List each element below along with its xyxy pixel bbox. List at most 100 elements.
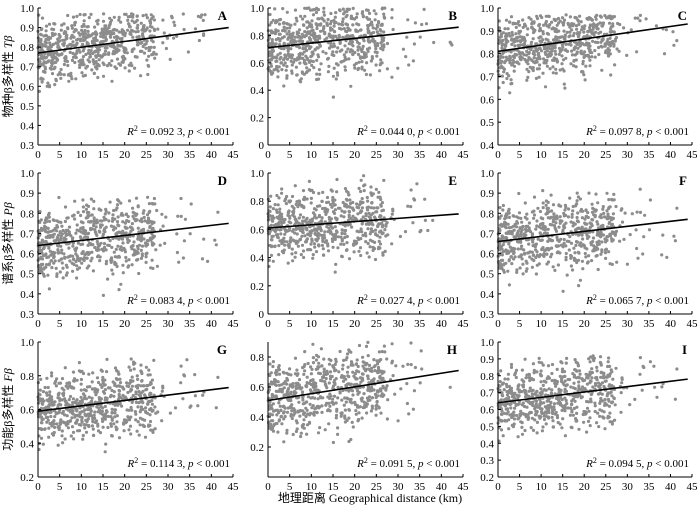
data-point: [373, 257, 378, 262]
data-point: [570, 53, 575, 57]
data-point: [46, 53, 50, 57]
data-point: [71, 370, 76, 374]
data-point: [635, 210, 639, 214]
data-point: [499, 64, 504, 68]
data-point: [289, 236, 293, 240]
data-point: [276, 233, 280, 237]
data-point: [136, 405, 140, 409]
data-point: [138, 238, 142, 242]
data-point: [182, 27, 186, 32]
data-point: [575, 215, 579, 220]
data-point: [101, 293, 105, 297]
data-point: [51, 61, 55, 65]
panel-G: 0 5 10 15 20 25 30 35 40 450.20.40.60.81.0 GR2 = 0…: [20, 337, 239, 493]
data-point: [56, 425, 60, 429]
data-point: [538, 35, 543, 39]
data-point: [328, 22, 333, 26]
data-point: [585, 34, 589, 38]
data-point: [47, 287, 52, 291]
data-point: [578, 278, 583, 282]
data-point: [391, 207, 395, 211]
data-point: [285, 32, 289, 36]
x-tick-label: 30: [163, 318, 175, 330]
data-point: [67, 398, 71, 402]
data-point: [315, 72, 319, 76]
data-point: [576, 46, 580, 50]
data-point: [113, 255, 117, 259]
x-tick-label: 10: [536, 149, 548, 161]
data-point: [216, 210, 220, 214]
data-point: [89, 12, 93, 16]
data-point: [93, 390, 97, 394]
data-point: [584, 64, 588, 68]
data-point: [535, 250, 539, 254]
data-point: [275, 210, 279, 214]
data-point: [43, 385, 47, 390]
data-point: [355, 358, 359, 362]
data-point: [338, 206, 342, 210]
data-point: [181, 12, 185, 16]
data-point: [508, 245, 512, 249]
data-point: [151, 15, 155, 19]
data-point: [119, 20, 123, 24]
data-point: [549, 52, 554, 57]
data-point: [118, 63, 123, 67]
data-point: [56, 45, 60, 49]
data-point: [66, 13, 70, 18]
data-point: [127, 199, 132, 203]
data-point: [119, 201, 123, 205]
data-point: [615, 47, 619, 51]
data-point: [398, 234, 402, 239]
data-point: [101, 419, 105, 423]
data-point: [354, 409, 358, 413]
data-point: [648, 198, 653, 202]
data-point: [573, 258, 577, 262]
data-point: [527, 221, 532, 225]
data-point: [335, 177, 339, 182]
data-point: [294, 251, 298, 255]
data-point: [375, 210, 379, 214]
data-point: [290, 56, 294, 60]
data-point: [515, 60, 519, 64]
data-point: [289, 40, 293, 45]
data-point: [140, 220, 144, 224]
data-point: [115, 38, 119, 42]
data-point: [362, 51, 366, 55]
y-tick-label: 0.6: [20, 81, 34, 93]
data-point: [574, 240, 579, 244]
data-point: [270, 238, 274, 242]
data-point: [282, 41, 286, 45]
data-point: [349, 48, 353, 52]
data-point: [110, 219, 115, 223]
data-point: [340, 239, 344, 243]
data-point: [345, 248, 349, 252]
data-point: [289, 23, 293, 27]
data-point: [155, 264, 159, 268]
y-tick-label: 0: [259, 309, 265, 321]
data-point: [511, 214, 515, 218]
data-point: [613, 63, 617, 67]
data-point: [123, 50, 127, 55]
data-point: [126, 18, 130, 22]
y-tick-label: 0.4: [20, 438, 34, 450]
x-tick-label: 15: [328, 149, 340, 161]
data-point: [339, 60, 343, 64]
data-point: [299, 253, 303, 257]
data-point: [89, 409, 93, 413]
data-point: [344, 197, 348, 201]
data-point: [340, 255, 344, 259]
data-point: [86, 407, 90, 412]
data-point: [331, 74, 335, 78]
data-point: [378, 195, 382, 199]
data-point: [599, 252, 603, 256]
regression-line-A: [37, 26, 229, 54]
data-point: [609, 73, 613, 77]
data-point: [316, 77, 321, 81]
x-tick-label: 15: [98, 318, 110, 330]
data-point: [379, 29, 383, 33]
data-point: [85, 385, 90, 389]
data-point: [546, 206, 551, 210]
data-point: [535, 224, 539, 228]
data-point: [71, 254, 75, 258]
data-point: [384, 224, 388, 228]
